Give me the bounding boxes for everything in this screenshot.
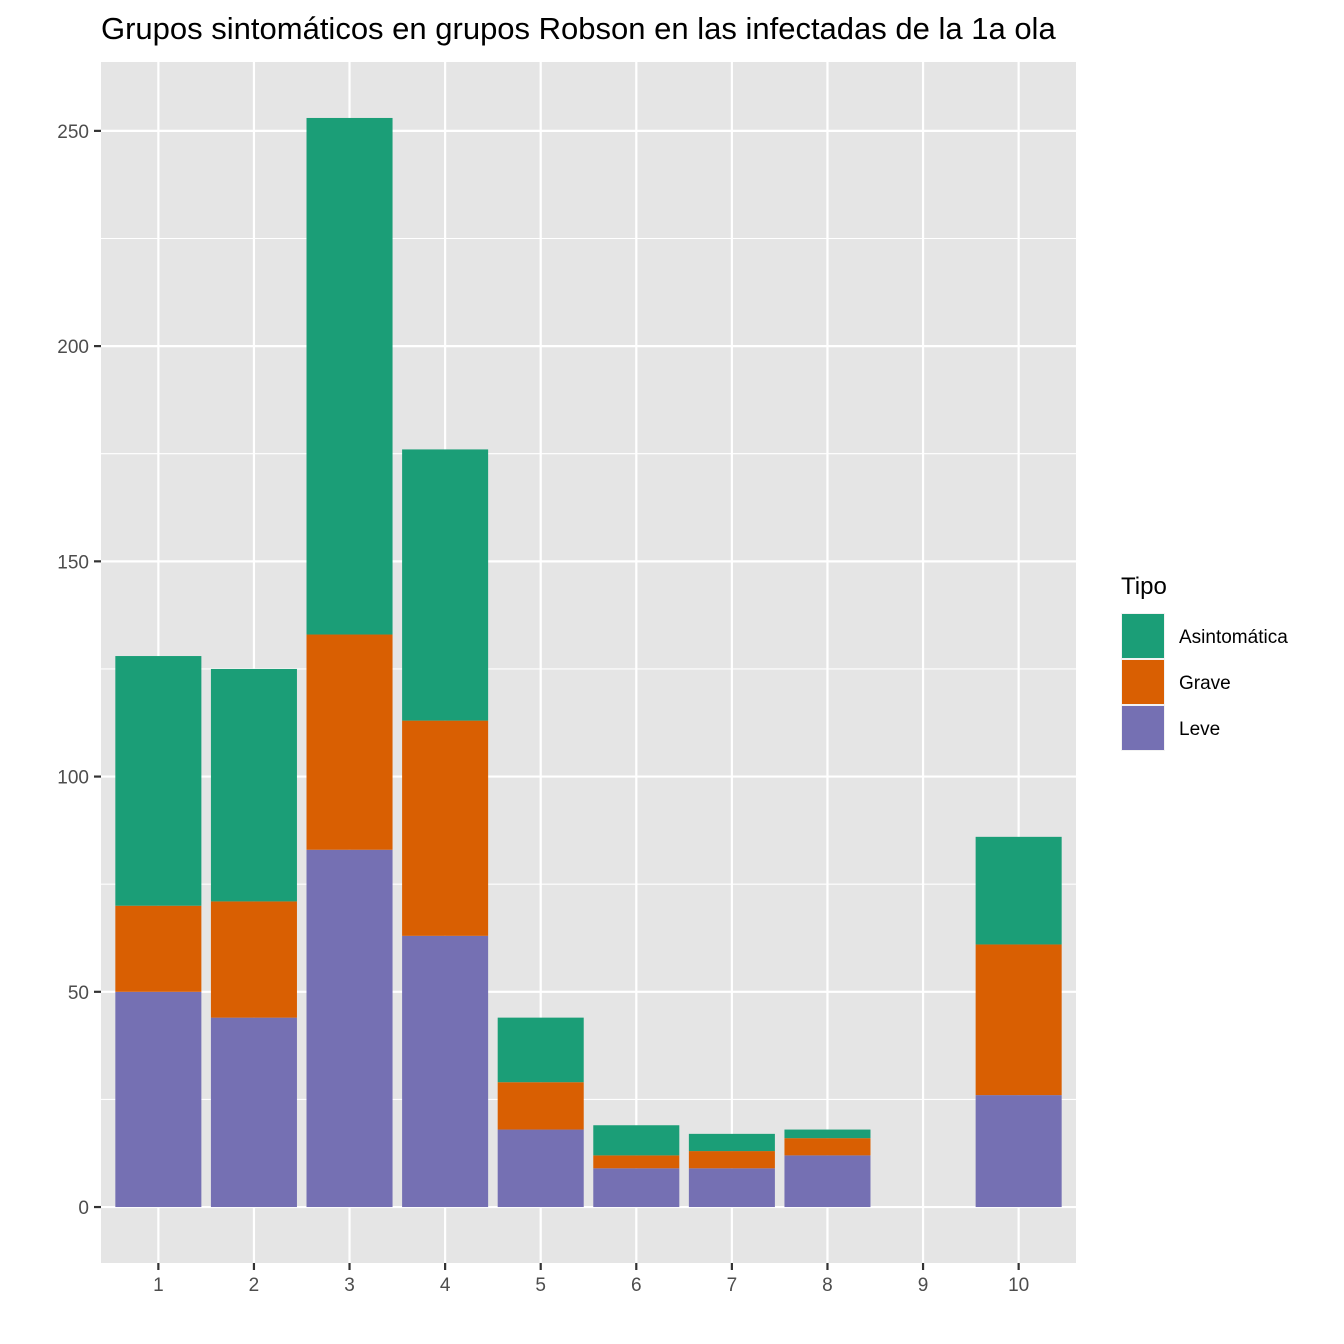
x-tick-label: 10 [1008,1275,1029,1296]
legend-title: Tipo [1121,573,1167,600]
chart-title: Grupos sintomáticos en grupos Robson en … [101,11,1056,46]
bar-grave-3 [306,634,393,850]
bar-leve-2 [210,1017,297,1208]
x-tick-label: 9 [918,1275,929,1296]
bar-leve-1 [115,991,202,1208]
bar-leve-6 [593,1168,680,1208]
y-tick-label: 100 [57,768,89,789]
y-tick-label: 150 [57,552,89,573]
bar-leve-8 [784,1155,871,1208]
bar-asintom-tica-6 [593,1125,680,1156]
legend-swatch [1122,660,1164,704]
bar-leve-3 [306,849,393,1208]
y-axis: 0 50 100 150 200 250 [57,122,101,1219]
y-tick-label: 200 [57,337,89,358]
x-tick-label: 6 [631,1275,642,1296]
legend: Tipo Asintomática Grave Leve [1121,573,1288,751]
x-tick-label: 1 [153,1275,164,1296]
x-tick-label: 5 [535,1275,546,1296]
bar-leve-5 [497,1129,584,1208]
bars [115,117,1062,1208]
x-tick-label: 7 [727,1275,738,1296]
bar-grave-8 [784,1138,871,1156]
bar-leve-10 [975,1095,1062,1208]
legend-label: Leve [1179,719,1220,740]
bar-asintom-tica-4 [402,449,489,721]
y-tick-label: 0 [78,1198,89,1219]
bar-grave-1 [115,905,202,992]
bar-asintom-tica-3 [306,117,393,635]
bar-grave-5 [497,1082,584,1130]
legend-swatch [1122,706,1164,750]
bar-asintom-tica-8 [784,1129,871,1139]
bar-grave-6 [593,1155,680,1169]
legend-label: Asintomática [1179,627,1288,648]
bar-asintom-tica-10 [975,836,1062,945]
x-axis: 1 2 3 4 5 6 7 8 9 10 [153,1263,1029,1296]
y-tick-label: 50 [68,983,89,1004]
y-tick-label: 250 [57,122,89,143]
bar-leve-7 [688,1168,775,1208]
bar-grave-2 [210,901,297,1018]
x-tick-label: 4 [440,1275,451,1296]
x-tick-label: 3 [344,1275,355,1296]
bar-leve-4 [402,935,489,1208]
bar-grave-7 [688,1151,775,1169]
bar-asintom-tica-5 [497,1017,584,1083]
bar-asintom-tica-7 [688,1133,775,1152]
bar-grave-4 [402,720,489,936]
bar-asintom-tica-1 [115,656,202,906]
bar-grave-10 [975,944,1062,1096]
x-tick-label: 8 [822,1275,833,1296]
legend-swatch [1122,614,1164,658]
bar-asintom-tica-2 [210,668,297,902]
legend-label: Grave [1179,673,1231,694]
x-tick-label: 2 [249,1275,260,1296]
